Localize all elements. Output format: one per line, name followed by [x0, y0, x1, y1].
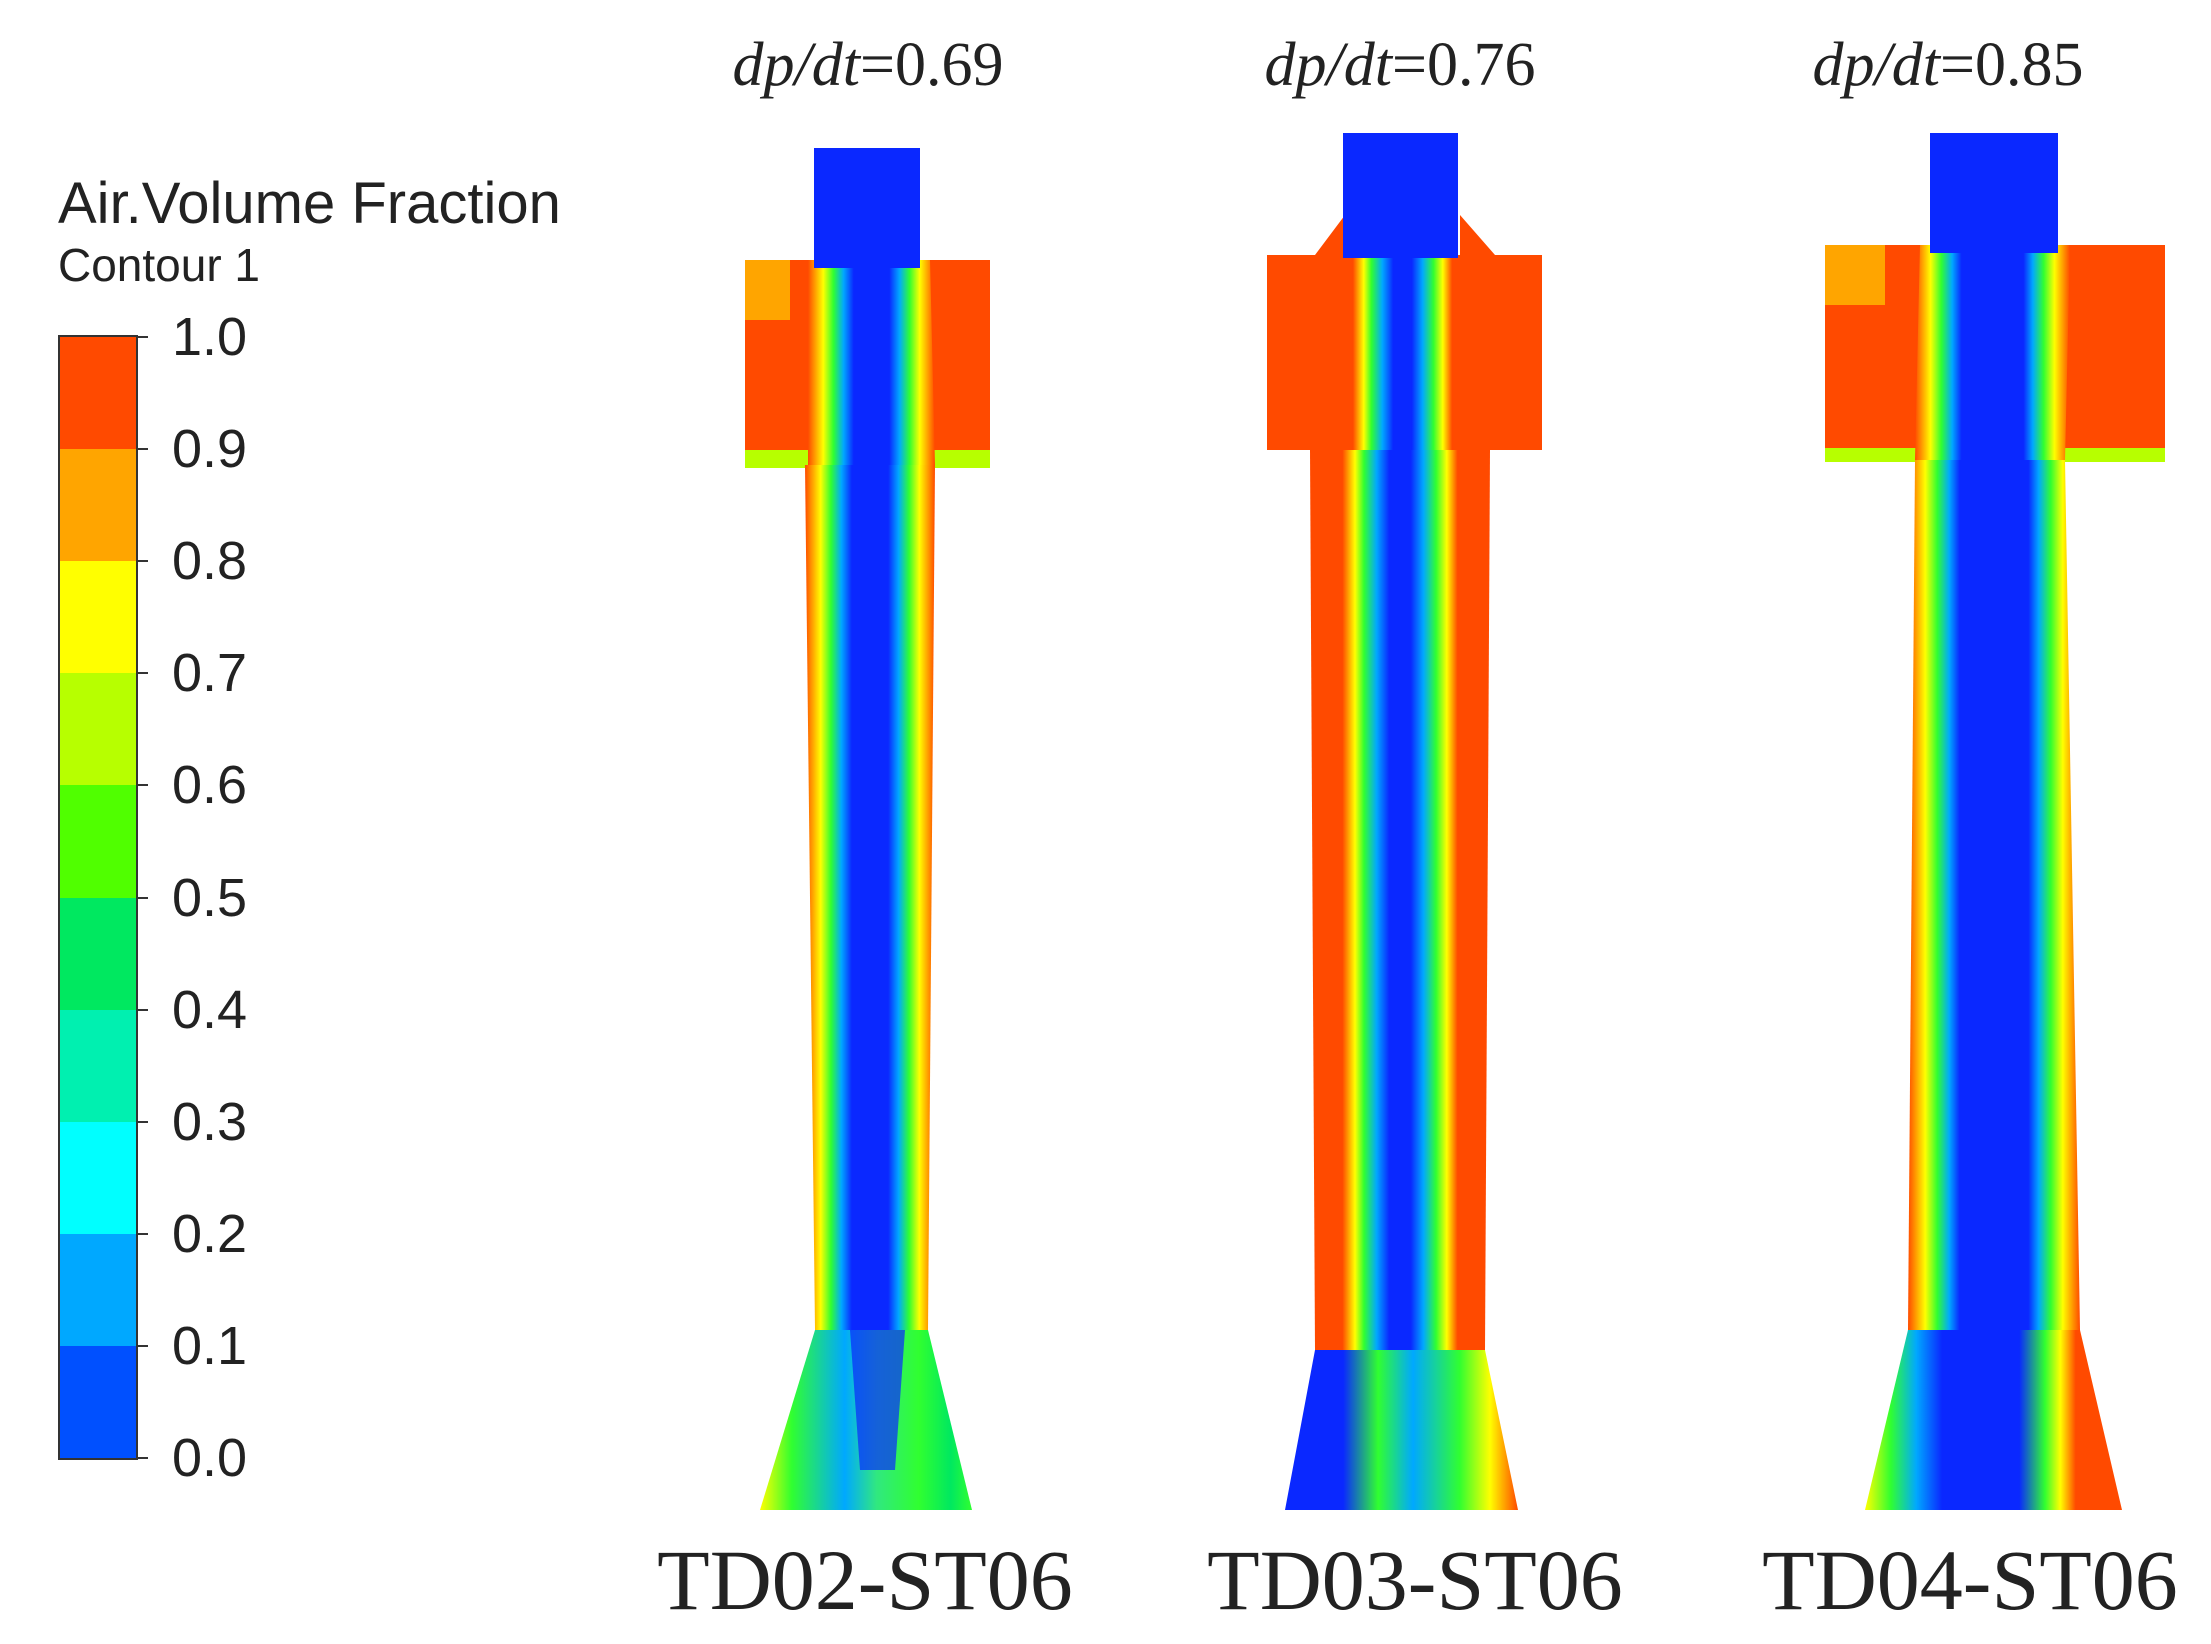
colorbar-tick-mark [138, 560, 148, 563]
colorbar-tick-mark [138, 336, 148, 338]
colorbar [58, 335, 138, 1460]
case-label-td04: TD04-ST06 [1762, 1532, 2178, 1628]
colorbar-tick-label: 0.4 [172, 979, 248, 1040]
colorbar-tick-mark [138, 1344, 148, 1347]
colorbar-band [60, 673, 136, 786]
colorbar-tick-mark [138, 672, 148, 675]
colorbar-band [60, 1009, 136, 1123]
colorbar-tick-mark [138, 448, 148, 451]
case-label-td03: TD03-ST06 [1207, 1532, 1623, 1628]
rate-value: =0.76 [1391, 31, 1536, 99]
rate-prefix: dp/dt [1812, 31, 1940, 99]
colorbar-tick-label: 0.2 [172, 1203, 248, 1264]
rate-label-td03: dp/dt=0.76 [1190, 30, 1610, 101]
colorbar-tick-label: 0.3 [172, 1091, 248, 1152]
colorbar-tick-label: 1.0 [172, 307, 248, 367]
rate-prefix: dp/dt [1264, 31, 1392, 99]
colorbar-band [60, 1345, 136, 1459]
contour-panel-td02 [745, 148, 990, 1510]
case-label-td02: TD02-ST06 [657, 1532, 1073, 1628]
rate-prefix: dp/dt [732, 31, 860, 99]
colorbar-tick-mark [138, 1120, 148, 1123]
colorbar-band [60, 561, 136, 674]
colorbar-band [60, 1233, 136, 1347]
rate-value: =0.85 [1939, 31, 2084, 99]
colorbar-band [60, 897, 136, 1011]
colorbar-tick-label: 0.8 [172, 531, 248, 592]
colorbar-tick-mark [138, 784, 148, 787]
colorbar-band [60, 785, 136, 898]
rate-value: =0.69 [859, 31, 1004, 99]
colorbar-tick-mark [138, 896, 148, 899]
colorbar-tick-mark [138, 1232, 148, 1235]
colorbar-tick-mark [138, 1008, 148, 1011]
colorbar-band [60, 337, 136, 450]
colorbar-tick-label: 0.6 [172, 755, 248, 816]
contour-panel-td04 [1825, 133, 2165, 1510]
colorbar-tick-label: 0.7 [172, 643, 248, 704]
colorbar-tick-label: 0.1 [172, 1315, 248, 1376]
colorbar-tick-label: 0.5 [172, 867, 248, 928]
legend-title: Air.Volume Fraction [58, 171, 561, 236]
colorbar-band [60, 449, 136, 562]
rate-label-td02: dp/dt=0.69 [658, 30, 1078, 101]
colorbar-tick-label: 0.0 [172, 1428, 248, 1488]
legend-subtitle: Contour 1 [58, 239, 261, 291]
colorbar-tick-label: 0.9 [172, 419, 248, 480]
colorbar-tick-mark [138, 1457, 148, 1459]
contour-panel-td03 [1267, 133, 1542, 1510]
colorbar-band [60, 1121, 136, 1235]
rate-label-td04: dp/dt=0.85 [1738, 30, 2158, 101]
